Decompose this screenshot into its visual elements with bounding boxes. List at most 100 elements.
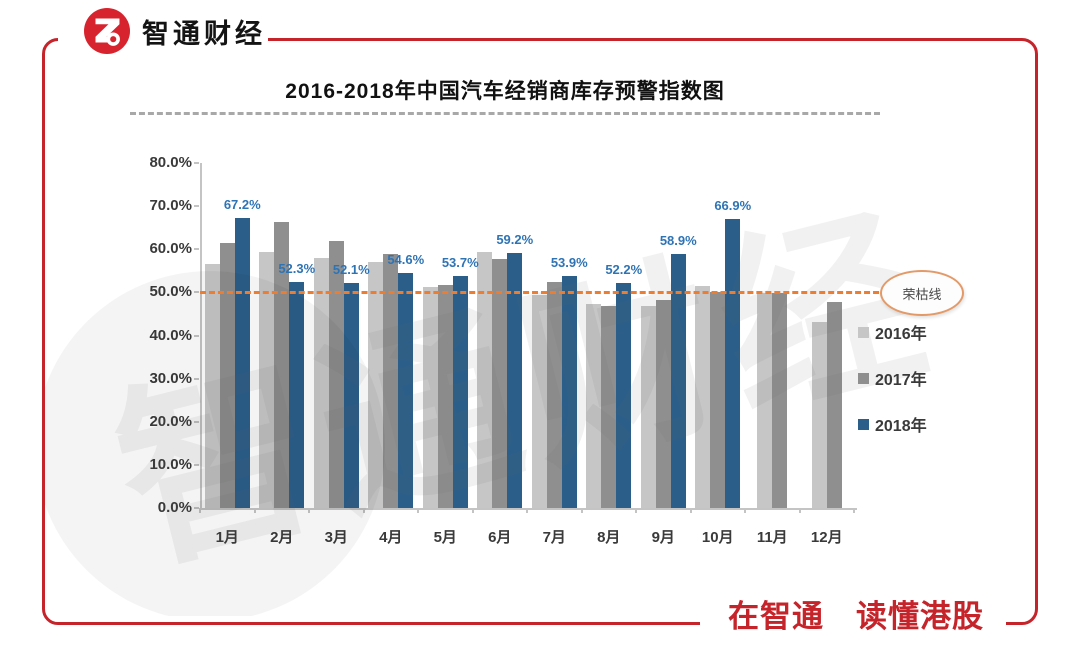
bar-2018年-1月 — [234, 218, 250, 508]
bar-value-label: 53.9% — [550, 254, 588, 270]
x-category-label: 9月 — [651, 529, 675, 546]
bar-2018年-8月 — [616, 282, 632, 508]
brand-name: 智通财经 — [142, 18, 266, 49]
legend-swatch-2017 — [858, 372, 869, 384]
bar-2016年-11月 — [757, 292, 773, 508]
x-tick-mark — [471, 508, 474, 513]
bar-value-label: 52.2% — [605, 261, 643, 277]
y-tick-mark — [194, 291, 199, 294]
bar-2016年-1月 — [204, 263, 220, 508]
x-category-label: 1月 — [215, 529, 239, 546]
bar-2016年-12月 — [811, 321, 827, 508]
x-category-label: 11月 — [756, 529, 788, 546]
x-axis-line — [200, 508, 857, 510]
y-tick-mark — [194, 507, 199, 509]
y-tick-label: 50.0% — [149, 283, 192, 301]
y-tick-label: 40.0% — [149, 326, 192, 344]
y-tick-mark — [194, 248, 199, 251]
bar-2016年-4月 — [368, 262, 384, 508]
y-axis-line — [200, 163, 202, 508]
y-tick-mark — [194, 334, 199, 337]
bar-value-label: 67.2% — [223, 197, 261, 213]
y-tick-label: 80.0% — [149, 154, 192, 171]
brand-slogan: 在智通 读懂港股 — [728, 599, 984, 634]
x-category-label: 6月 — [488, 529, 512, 546]
bar-2018年-10月 — [725, 219, 741, 508]
bar-value-label: 52.3% — [278, 261, 316, 277]
legend-item-2016: 2016年 — [858, 320, 927, 344]
x-tick-mark — [253, 508, 256, 513]
bar-2018年-6月 — [507, 252, 523, 508]
zhitong-logo-icon — [84, 8, 130, 54]
bar-2017年-6月 — [492, 259, 508, 508]
bar-2017年-1月 — [219, 242, 235, 508]
bar-2017年-9月 — [655, 299, 671, 508]
bar-2016年-7月 — [531, 295, 547, 508]
x-tick-mark — [199, 508, 201, 513]
boom-bust-line-badge: 荣枯线 — [880, 270, 964, 316]
bar-2017年-8月 — [601, 305, 617, 508]
legend-swatch-2018 — [858, 418, 869, 430]
legend-item-2017: 2017年 — [858, 366, 927, 390]
x-category-label: 10月 — [701, 529, 734, 546]
legend-item-2018: 2018年 — [858, 412, 927, 436]
bar-2016年-5月 — [422, 286, 438, 508]
bar-2016年-6月 — [477, 251, 493, 508]
bar-2018年-7月 — [561, 275, 577, 508]
bar-2016年-8月 — [586, 304, 602, 508]
bar-value-label: 53.7% — [441, 255, 479, 271]
bar-2018年-5月 — [452, 276, 468, 508]
frame-gap-bottom — [700, 612, 1006, 628]
y-tick-label: 60.0% — [149, 240, 192, 258]
bar-2018年-3月 — [343, 283, 359, 508]
x-category-label: 3月 — [324, 529, 348, 546]
bar-value-label: 52.1% — [332, 262, 370, 278]
x-category-label: 2月 — [270, 529, 294, 546]
x-category-label: 4月 — [379, 529, 403, 546]
bar-2017年-11月 — [772, 293, 788, 508]
brand-logo: 智通财经 — [84, 8, 266, 54]
x-tick-mark — [308, 508, 310, 513]
y-tick-label: 20.0% — [149, 412, 192, 430]
bar-2016年-9月 — [640, 305, 656, 508]
legend-label-2017: 2017年 — [875, 372, 927, 389]
bar-2016年-3月 — [313, 258, 329, 508]
bar-2017年-7月 — [546, 282, 562, 508]
bar-2016年-2月 — [259, 251, 275, 508]
bar-2017年-3月 — [328, 241, 344, 508]
title-divider — [130, 112, 880, 115]
y-tick-label: 0.0% — [157, 499, 192, 516]
legend-swatch-2016 — [858, 326, 869, 338]
x-tick-mark — [853, 508, 855, 513]
bar-2016年-10月 — [695, 286, 711, 508]
x-tick-mark — [526, 508, 528, 513]
x-tick-mark — [798, 508, 801, 513]
x-tick-mark — [744, 508, 746, 513]
bar-2018年-2月 — [289, 282, 305, 508]
x-category-label: 5月 — [433, 529, 457, 546]
bar-value-label: 58.9% — [659, 232, 697, 248]
y-tick-mark — [194, 377, 199, 380]
bar-2017年-5月 — [437, 285, 453, 508]
bar-value-label: 59.2% — [496, 231, 534, 247]
page-frame-border — [42, 38, 1038, 625]
bar-value-label: 66.9% — [714, 198, 752, 214]
y-tick-mark — [194, 162, 199, 164]
bar-2018年-9月 — [670, 253, 686, 508]
x-tick-mark — [362, 508, 365, 513]
y-tick-label: 70.0% — [149, 197, 192, 215]
x-category-label: 12月 — [810, 529, 843, 546]
legend-label-2018: 2018年 — [875, 418, 927, 435]
boom-bust-reference-line — [200, 291, 888, 295]
x-tick-mark — [635, 508, 637, 513]
y-tick-mark — [194, 463, 199, 466]
y-tick-mark — [194, 205, 199, 208]
x-category-label: 8月 — [597, 529, 621, 546]
x-tick-mark — [417, 508, 419, 513]
x-tick-mark — [689, 508, 692, 513]
bar-2018年-4月 — [398, 272, 414, 508]
y-tick-mark — [194, 420, 199, 423]
x-category-label: 7月 — [542, 529, 566, 546]
bar-2017年-10月 — [710, 291, 726, 508]
legend-label-2016: 2016年 — [875, 326, 927, 343]
